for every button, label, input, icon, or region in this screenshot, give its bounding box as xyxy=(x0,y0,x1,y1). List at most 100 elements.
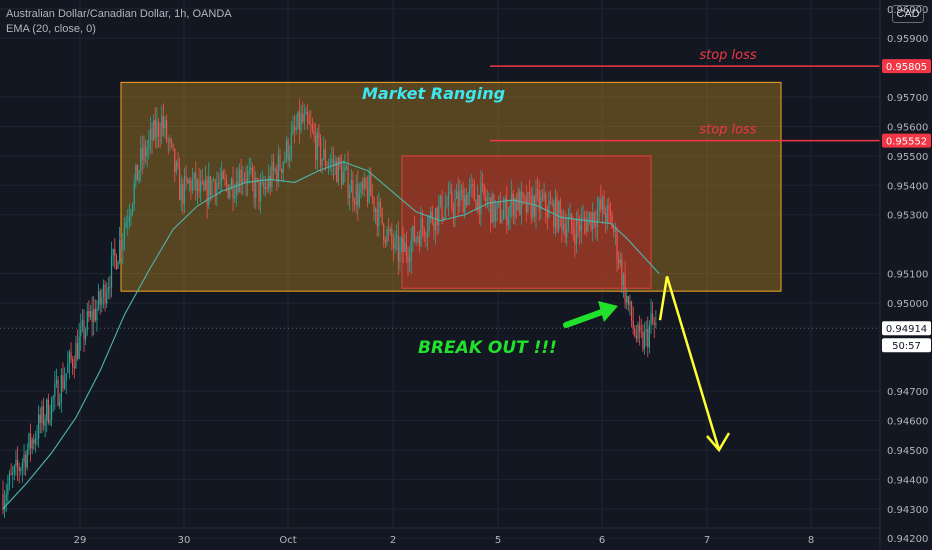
candle-body xyxy=(148,139,150,149)
candle xyxy=(541,188,544,202)
candle-body xyxy=(102,284,105,298)
candle-body xyxy=(190,180,192,191)
projection-path xyxy=(658,276,721,451)
candle xyxy=(556,191,558,233)
candle-body xyxy=(402,238,404,252)
candle xyxy=(439,194,441,209)
currency-button[interactable]: CAD xyxy=(892,5,924,23)
candle xyxy=(622,272,625,298)
candle-body xyxy=(298,111,301,131)
candle-body xyxy=(182,184,184,205)
candle xyxy=(133,174,135,212)
candle xyxy=(561,209,563,243)
candle-body xyxy=(436,208,438,226)
candle xyxy=(123,217,126,252)
candle-body xyxy=(10,473,12,475)
candle xyxy=(396,224,398,251)
candle-body xyxy=(183,175,186,205)
candle xyxy=(438,194,440,234)
candle-body xyxy=(62,375,64,389)
candle xyxy=(36,425,38,446)
candle-body xyxy=(135,164,137,183)
candle xyxy=(159,122,161,149)
candle xyxy=(151,121,153,155)
candle-body xyxy=(313,130,315,136)
candle xyxy=(308,110,310,125)
candle xyxy=(279,148,281,172)
candle xyxy=(506,185,508,235)
candle xyxy=(511,179,513,219)
candle-body xyxy=(130,211,132,218)
candle xyxy=(355,174,357,214)
candle-body xyxy=(72,359,74,367)
candle-body xyxy=(2,494,4,511)
price-tick-label: 0.94600 xyxy=(887,417,928,428)
candle-body xyxy=(456,191,458,199)
candle-body xyxy=(281,169,283,173)
candle xyxy=(289,145,291,169)
candle xyxy=(161,105,163,145)
candle xyxy=(329,153,331,172)
candle-body xyxy=(468,186,471,194)
candle-body xyxy=(206,179,208,205)
candle xyxy=(240,158,242,195)
candle-body xyxy=(70,352,72,360)
candle xyxy=(76,329,79,361)
stop-loss-price-tag: 0.95805 xyxy=(882,59,931,74)
candle xyxy=(245,165,247,197)
candle xyxy=(101,289,103,313)
candle-body xyxy=(449,190,451,192)
candle xyxy=(290,121,292,162)
candle-body xyxy=(232,178,234,199)
candle xyxy=(522,191,524,206)
candle xyxy=(72,356,74,375)
candle-body xyxy=(300,113,302,131)
candle-body xyxy=(85,330,87,340)
candle-body xyxy=(413,226,416,242)
candle xyxy=(143,135,145,169)
candle-body xyxy=(606,204,608,223)
candle-body xyxy=(238,169,241,193)
candle xyxy=(532,186,534,222)
candle xyxy=(621,253,623,294)
candle xyxy=(114,238,116,269)
candle xyxy=(52,394,54,413)
candle xyxy=(295,114,297,135)
candle-body xyxy=(548,202,550,218)
candle-body xyxy=(444,206,446,218)
price-tick-label: 0.94300 xyxy=(887,505,928,516)
candle xyxy=(96,299,98,332)
candle-body xyxy=(334,161,336,166)
candle-body xyxy=(269,175,271,188)
candle-body xyxy=(44,420,46,426)
current-price-tag-text: 0.94914 xyxy=(886,324,927,335)
candle xyxy=(12,465,14,489)
candle-body xyxy=(162,116,164,129)
candle-body xyxy=(473,185,476,201)
candle-body xyxy=(339,158,341,166)
candle xyxy=(635,324,638,343)
candle-body xyxy=(110,255,113,288)
candle xyxy=(264,175,267,197)
price-tick-label: 0.95000 xyxy=(887,299,928,310)
candle xyxy=(324,139,326,172)
candle xyxy=(10,463,12,476)
candle xyxy=(535,179,537,229)
annotations: stop loss stop loss Market Ranging BREAK OU… xyxy=(0,48,880,453)
candle-body xyxy=(627,295,629,305)
candle-body xyxy=(331,159,333,162)
candle-body xyxy=(73,366,75,369)
candle-body xyxy=(554,197,557,228)
price-tick-label: 0.94400 xyxy=(887,475,928,486)
candle xyxy=(365,176,367,191)
candle-body xyxy=(596,210,599,227)
candle-body xyxy=(342,171,344,185)
candle xyxy=(404,233,406,252)
candle-body xyxy=(78,336,80,359)
candle-body xyxy=(340,165,343,185)
candle-body xyxy=(315,135,317,160)
candle xyxy=(141,135,143,175)
candle-body xyxy=(394,236,396,249)
candle xyxy=(321,158,323,174)
